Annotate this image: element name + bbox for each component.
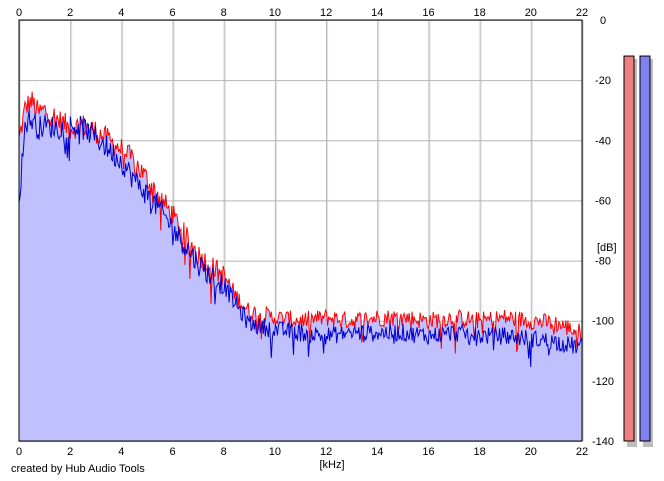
y-tick-label: -60 bbox=[595, 195, 611, 207]
y-tick-labels: 0 -20 -40 -60 -80 -100 -120 -140 bbox=[592, 15, 614, 448]
x-tick-label: 2 bbox=[67, 7, 73, 19]
x-tick-label-bottom: 10 bbox=[269, 446, 281, 458]
spectrum-area bbox=[19, 91, 582, 441]
y-axis-label: [dB] bbox=[597, 242, 617, 254]
x-tick-label-bottom: 2 bbox=[67, 446, 73, 458]
x-tick-label-bottom: 12 bbox=[320, 446, 332, 458]
x-tick-label-bottom: 4 bbox=[118, 446, 124, 458]
plot-frame bbox=[18, 19, 583, 442]
y-tick-label: -80 bbox=[595, 256, 611, 268]
x-tick-label: 18 bbox=[474, 7, 486, 19]
x-tick-label: 8 bbox=[221, 7, 227, 19]
x-tick-label-bottom: 22 bbox=[576, 446, 588, 458]
x-tick-label: 14 bbox=[371, 7, 383, 19]
y-tick-label: -100 bbox=[592, 316, 614, 328]
x-tick-label: 12 bbox=[320, 7, 332, 19]
y-tick-label: -140 bbox=[592, 436, 614, 448]
y-tick-label: 0 bbox=[600, 15, 606, 27]
y-tick-label: -20 bbox=[595, 75, 611, 87]
level-meter-bar bbox=[623, 55, 635, 442]
x-tick-label-bottom: 6 bbox=[169, 446, 175, 458]
series-line-2 bbox=[18, 110, 583, 368]
y-tick-label: -40 bbox=[595, 135, 611, 147]
credit-text: created by Hub Audio Tools bbox=[11, 463, 145, 475]
x-tick-label: 16 bbox=[422, 7, 434, 19]
x-tick-label-bottom: 8 bbox=[221, 446, 227, 458]
x-tick-label-bottom: 14 bbox=[371, 446, 383, 458]
series-line-1 bbox=[18, 91, 583, 354]
level-meter-bar bbox=[639, 55, 651, 442]
series-lines bbox=[18, 91, 583, 368]
level-meters bbox=[623, 55, 653, 448]
x-tick-label-bottom: 18 bbox=[474, 446, 486, 458]
x-tick-label-bottom: 16 bbox=[422, 446, 434, 458]
x-tick-label: 4 bbox=[118, 7, 124, 19]
x-axis-label: [kHz] bbox=[319, 459, 344, 471]
x-tick-label-bottom: 0 bbox=[16, 446, 22, 458]
x-tick-label: 0 bbox=[16, 7, 22, 19]
spectrum-fill bbox=[19, 91, 582, 441]
x-tick-label: 20 bbox=[525, 7, 537, 19]
x-tick-label: 6 bbox=[169, 7, 175, 19]
x-tick-label: 10 bbox=[269, 7, 281, 19]
x-tick-label: 22 bbox=[576, 7, 588, 19]
x-tick-label-bottom: 20 bbox=[525, 446, 537, 458]
y-tick-label: -120 bbox=[592, 376, 614, 388]
